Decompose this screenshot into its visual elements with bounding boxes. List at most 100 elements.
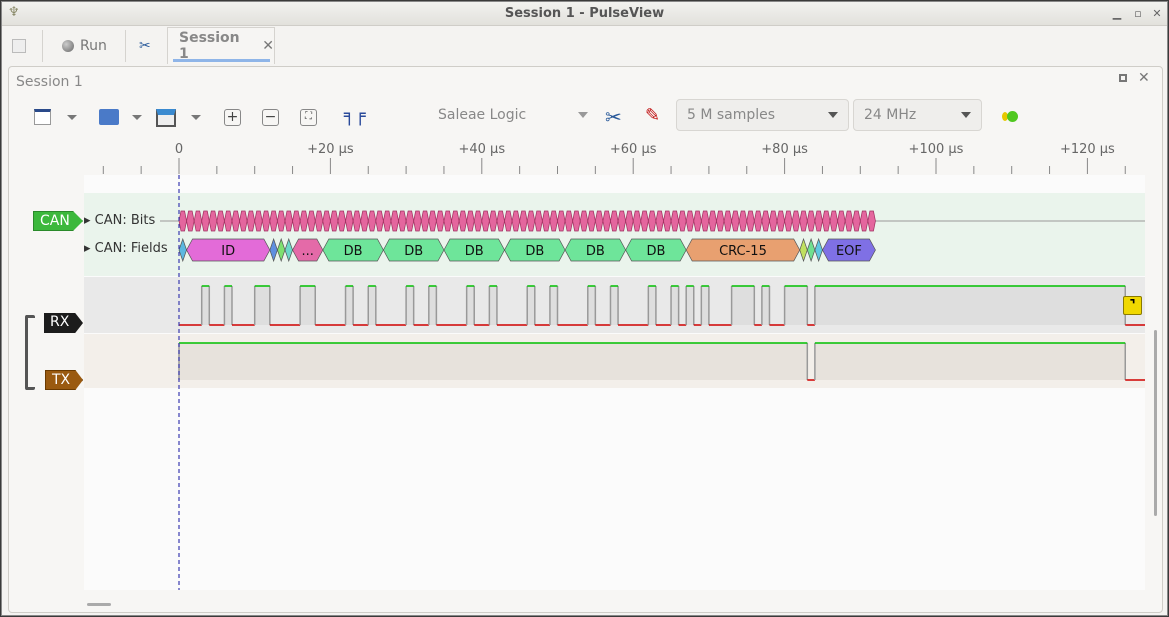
bit-annotation: [504, 210, 513, 232]
rx-high-fill: [428, 286, 437, 325]
close-tab-icon[interactable]: ✕: [262, 38, 274, 54]
bit-annotation: [383, 210, 392, 232]
rx-high-fill: [345, 286, 354, 325]
zoom-in-icon[interactable]: +: [224, 109, 241, 126]
bit-annotation: [277, 210, 286, 232]
ruler-label: +120 µs: [1060, 142, 1115, 157]
bit-annotation: [693, 210, 702, 232]
close-icon[interactable]: ✕: [1152, 7, 1162, 20]
main-tab-bar: Run ✂ Session 1 ✕: [2, 27, 1167, 65]
maximize-icon[interactable]: ▫: [1134, 7, 1142, 20]
settings-tools-button[interactable]: ✂: [139, 27, 151, 64]
probe-icon[interactable]: ✎: [645, 105, 661, 126]
new-view-button[interactable]: [12, 27, 26, 64]
bit-annotation: [663, 210, 672, 232]
title-bar: ♆ Session 1 - PulseView ▁ ▫ ✕: [2, 2, 1167, 26]
decoder-row-bits-label[interactable]: ▸ CAN: Bits: [84, 213, 156, 228]
bit-annotation: [655, 210, 664, 232]
bit-annotation: [814, 210, 823, 232]
rx-high-fill: [671, 286, 679, 325]
channel-group-bracket: [25, 315, 35, 390]
bit-annotation: [625, 210, 634, 232]
run-button[interactable]: Run: [62, 27, 107, 64]
cursors-icon[interactable]: ╕╒: [344, 105, 366, 126]
bit-annotation: [413, 210, 422, 232]
save-icon[interactable]: [156, 109, 176, 127]
bit-annotation: [769, 210, 778, 232]
channel-tag-tx[interactable]: TX: [45, 370, 83, 390]
run-icon: [62, 39, 74, 52]
rx-high-fill: [610, 286, 619, 325]
bit-annotation: [799, 210, 808, 232]
device-selector[interactable]: Saleae Logic: [427, 99, 599, 131]
save-dropdown-icon[interactable]: [191, 115, 201, 120]
sample-count-value: 5 M samples: [687, 107, 776, 123]
field-label: ...: [301, 244, 313, 259]
add-decoder-icon[interactable]: [999, 111, 1019, 122]
bit-annotation: [345, 210, 354, 232]
zoom-out-icon[interactable]: −: [262, 109, 279, 126]
zoom-fit-icon[interactable]: ⛶: [300, 109, 317, 126]
channel-tag-rx[interactable]: RX: [44, 313, 83, 333]
rx-high-fill: [814, 286, 1126, 325]
bit-annotation: [428, 210, 437, 232]
bit-annotation: [231, 210, 240, 232]
open-icon[interactable]: [99, 109, 119, 125]
bit-annotation: [481, 210, 490, 232]
vertical-scrollbar[interactable]: [1154, 330, 1157, 516]
trigger-falling-edge-icon[interactable]: ⌝: [1123, 296, 1142, 315]
bit-annotation: [542, 210, 551, 232]
sample-count-select[interactable]: 5 M samples: [676, 99, 849, 131]
bit-annotation: [360, 210, 369, 232]
bit-annotation: [822, 210, 831, 232]
ruler-label: +100 µs: [909, 142, 964, 157]
panel-float-icon[interactable]: [1119, 74, 1127, 82]
field-label: ID: [221, 244, 235, 259]
channel-tag-can[interactable]: CAN: [33, 211, 83, 231]
bit-annotation: [451, 210, 460, 232]
minimize-icon[interactable]: ▁: [1112, 7, 1122, 20]
bit-annotation: [829, 210, 838, 232]
samplerate-select[interactable]: 24 MHz: [853, 99, 982, 131]
decoder-row-fields-label[interactable]: ▸ CAN: Fields: [84, 241, 168, 256]
bit-annotation: [723, 210, 732, 232]
panel-close-icon[interactable]: ✕: [1138, 70, 1150, 86]
bit-annotation: [307, 210, 316, 232]
new-dropdown-icon[interactable]: [67, 115, 77, 120]
rx-high-fill: [466, 286, 475, 325]
bit-annotation: [761, 210, 770, 232]
field-annotation: [822, 238, 876, 262]
bit-annotation: [685, 210, 695, 232]
bit-annotation: [186, 210, 195, 232]
bit-annotation: [806, 210, 816, 232]
rx-high-fill: [254, 286, 270, 325]
rx-high-fill: [587, 286, 596, 325]
open-dropdown-icon[interactable]: [132, 115, 142, 120]
device-config-icon[interactable]: ✂: [605, 105, 622, 129]
bit-annotation: [489, 210, 498, 232]
rx-high-fill: [761, 286, 770, 325]
bit-annotation: [511, 210, 521, 232]
bit-annotation: [458, 210, 468, 232]
ruler-label: +60 µs: [610, 142, 657, 157]
bit-annotation: [738, 210, 748, 232]
bit-annotation: [617, 210, 626, 232]
bit-annotation: [534, 210, 543, 232]
bit-annotation: [322, 210, 331, 232]
app-logo-icon: ♆: [8, 5, 20, 20]
rx-high-fill: [648, 286, 656, 325]
bit-annotation: [844, 210, 854, 232]
horizontal-scrollbar[interactable]: [87, 603, 111, 606]
field-label: DB: [404, 244, 423, 259]
new-session-icon[interactable]: [34, 109, 51, 125]
bit-annotation: [269, 210, 278, 232]
time-ruler[interactable]: [84, 135, 1145, 175]
tab-session-1[interactable]: Session 1 ✕: [167, 27, 275, 64]
bit-annotation: [224, 210, 233, 232]
rx-high-fill: [368, 286, 376, 325]
session-panel-title: Session 1: [16, 74, 83, 90]
bit-annotation: [473, 210, 483, 232]
bit-annotation: [239, 210, 248, 232]
field-label: DB: [525, 244, 544, 259]
